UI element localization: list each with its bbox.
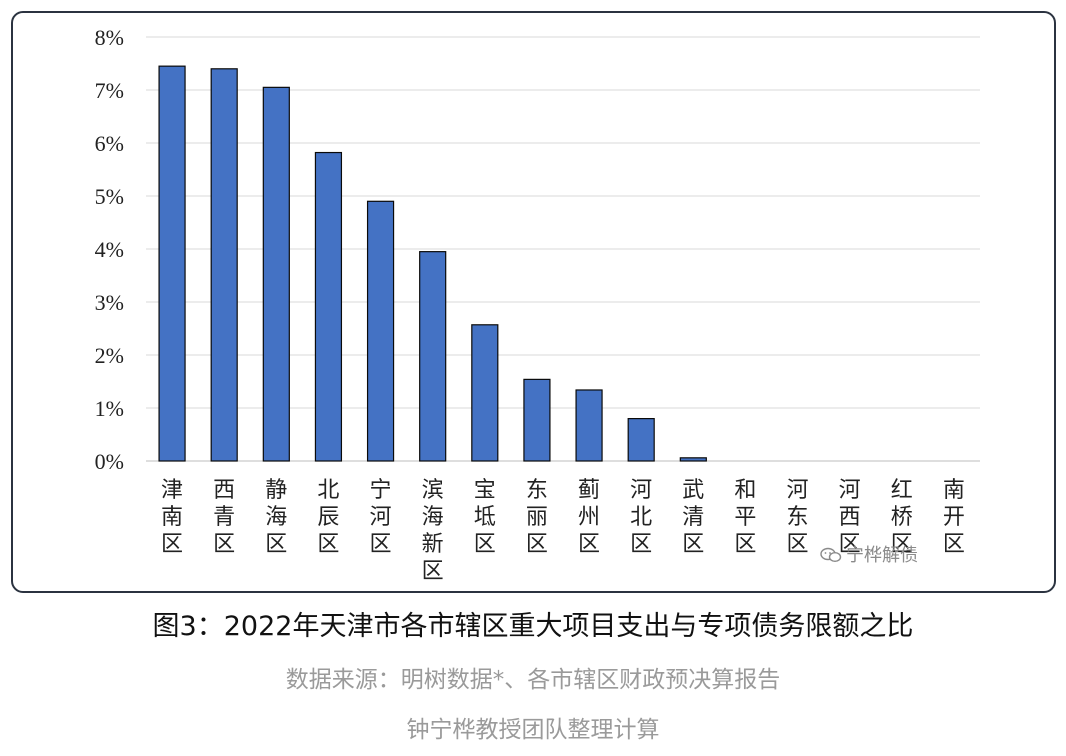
x-category-label: 区 xyxy=(474,532,496,557)
x-category-label: 南 xyxy=(161,505,183,530)
bar-蓟州区 xyxy=(575,389,603,462)
data-source: 数据来源：明树数据*、各市辖区财政预决算报告 xyxy=(285,667,781,693)
x-category-label: 宝 xyxy=(474,478,496,503)
x-category-label: 区 xyxy=(630,532,652,557)
x-category-label: 东 xyxy=(787,505,809,530)
bar-北辰区 xyxy=(314,151,343,462)
bar-津南区 xyxy=(158,65,186,462)
x-category-label: 静 xyxy=(265,478,287,503)
watermark-text: 宁桦解债 xyxy=(846,545,918,566)
y-tick-label: 7% xyxy=(95,78,124,103)
x-category-label: 北 xyxy=(317,478,339,503)
y-tick-label: 3% xyxy=(95,290,124,315)
x-category-label: 区 xyxy=(734,532,756,557)
x-category-label: 区 xyxy=(787,532,809,557)
x-category-label: 区 xyxy=(370,532,392,557)
x-category-label: 津 xyxy=(161,478,183,503)
x-category-label: 辰 xyxy=(317,505,339,530)
bar-静海区 xyxy=(262,86,290,462)
bar-东丽区 xyxy=(523,378,551,462)
x-category-label: 新 xyxy=(422,532,444,557)
x-category-label: 宁 xyxy=(370,478,392,503)
bar-宁河区 xyxy=(366,200,395,462)
x-category-label: 清 xyxy=(682,505,704,530)
figure-title: 图3：2022年天津市各市辖区重大项目支出与专项债务限额之比 xyxy=(152,611,914,642)
x-category-label: 海 xyxy=(422,505,444,530)
y-tick-label: 5% xyxy=(95,184,124,209)
team-credit: 钟宁桦教授团队整理计算 xyxy=(406,717,660,743)
x-category-label: 州 xyxy=(578,505,600,530)
x-category-label: 南 xyxy=(943,478,965,503)
watermark: 宁桦解债 xyxy=(820,541,918,567)
y-tick-label: 2% xyxy=(95,343,124,368)
bar-宝坻区 xyxy=(471,324,499,462)
bar-武清区 xyxy=(679,457,707,462)
x-category-label: 区 xyxy=(265,532,287,557)
x-category-label: 河 xyxy=(787,478,809,503)
x-category-label: 坻 xyxy=(474,505,496,530)
x-category-label: 区 xyxy=(526,532,548,557)
y-tick-label: 6% xyxy=(95,131,124,156)
x-category-label: 河 xyxy=(370,505,392,530)
x-category-label: 红 xyxy=(891,478,913,503)
bar-河北区 xyxy=(627,418,655,462)
x-category-label: 区 xyxy=(578,532,600,557)
x-category-label: 蓟 xyxy=(578,478,600,503)
x-category-label: 区 xyxy=(682,532,704,557)
x-category-label: 区 xyxy=(943,532,965,557)
x-category-label: 区 xyxy=(891,532,913,557)
wechat-icon xyxy=(820,547,842,563)
x-category-label: 青 xyxy=(213,505,235,530)
bar-chart: 0%1%2%3%4%5%6%7%8% 津南区西青区静海区北辰区宁河区滨海新区宝坻… xyxy=(95,25,980,584)
bar-西青区 xyxy=(210,68,238,462)
x-category-label: 河 xyxy=(839,478,861,503)
x-category-label: 区 xyxy=(317,532,339,557)
x-category-label: 丽 xyxy=(526,505,548,530)
x-category-label: 东 xyxy=(526,478,548,503)
y-tick-label: 4% xyxy=(95,237,124,262)
x-category-label: 平 xyxy=(734,505,756,530)
x-category-label: 区 xyxy=(839,532,861,557)
x-category-label: 西 xyxy=(839,505,861,530)
x-category-label: 和 xyxy=(734,478,756,503)
y-tick-label: 1% xyxy=(95,396,124,421)
bar-滨海新区 xyxy=(419,251,447,462)
x-category-label: 开 xyxy=(943,505,965,530)
x-category-label: 桥 xyxy=(891,505,913,530)
x-category-label: 海 xyxy=(265,505,287,530)
x-category-label: 河 xyxy=(630,478,652,503)
x-category-label: 区 xyxy=(213,532,235,557)
x-category-label: 西 xyxy=(213,478,235,503)
x-category-label: 武 xyxy=(682,478,704,503)
x-category-label: 区 xyxy=(161,532,183,557)
x-category-label: 北 xyxy=(630,505,652,530)
x-category-label: 区 xyxy=(422,559,444,584)
x-category-label: 滨 xyxy=(422,478,444,503)
y-tick-label: 8% xyxy=(95,25,124,50)
y-tick-label: 0% xyxy=(95,449,124,474)
